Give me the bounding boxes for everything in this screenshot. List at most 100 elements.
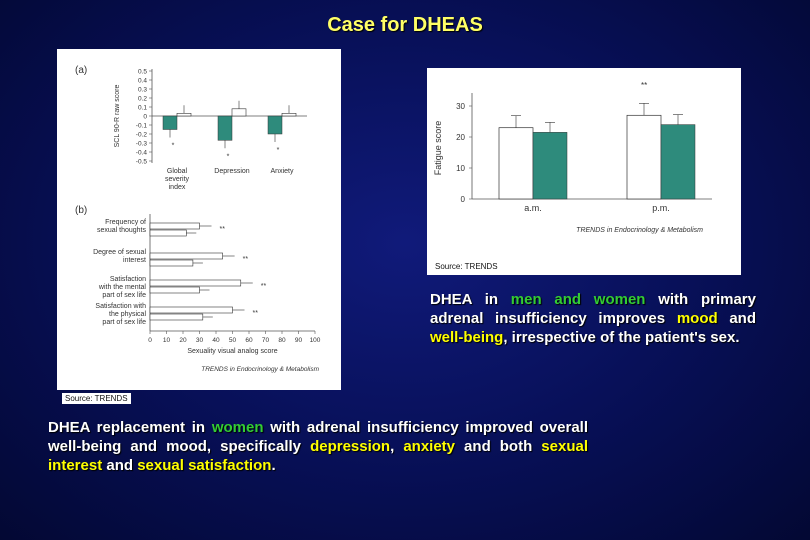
fatigue-bar-placebo <box>498 127 534 200</box>
panel-a-category-label: Depression <box>214 168 250 175</box>
highlight-men-and-women: men and women <box>510 291 646 308</box>
panel-a-category-label: severity <box>165 176 190 183</box>
fatigue-bar-placebo <box>626 114 662 200</box>
summary-paragraph-right: DHEA in men and women with primary adren… <box>430 290 756 347</box>
panel-b-x-tick-label: 50 <box>229 337 237 344</box>
right-source-label: Source: TRENDS <box>432 261 501 272</box>
right-figure-panel: 0 10 20 30 Fatigue score a.m. ** p.m. TRENDS in … <box>427 68 741 275</box>
left-source-label: Source: TRENDS <box>62 393 131 404</box>
panel-b-x-tick-label: 90 <box>295 337 303 344</box>
fatigue-score-chart: 0 10 20 30 Fatigue score a.m. ** p.m. TRENDS in … <box>433 81 712 234</box>
left-figure-panel: (a) 0.5 0.4 0.3 0.2 0.1 0 -0.1 -0.2 -0.3 -0.4 -0.5 S… <box>57 49 341 390</box>
panel-b-x-tick-label: 70 <box>262 337 270 344</box>
text-segment: and <box>102 457 138 474</box>
right-figure-credit: TRENDS in Endocrinology & Metabolism <box>576 227 703 234</box>
panel-a-y-tick-label: -0.1 <box>136 123 148 130</box>
panel-a-tag: (a) <box>75 65 87 76</box>
panel-b-bar-placebo <box>149 313 204 321</box>
panel-b-bar-placebo <box>149 229 187 237</box>
highlight-sexual-satisfaction: sexual satisfaction <box>137 457 272 474</box>
panel-b-bar-placebo <box>149 286 200 294</box>
panel-a-category-label: index <box>169 184 186 191</box>
fatigue-bar-treated <box>660 124 696 200</box>
panel-b-row-label: Satisfaction <box>110 276 146 283</box>
fatigue-y-tick-label: 30 <box>456 102 465 111</box>
panel-b-row-label: Degree of sexual <box>93 249 146 256</box>
panel-a-bar-treated <box>267 115 283 135</box>
text-segment: with primary adrenal insufficiency impro… <box>430 291 756 327</box>
text-segment: . <box>271 457 276 474</box>
slide-title: Case for DHEAS <box>327 14 483 36</box>
text-segment: and <box>717 310 756 327</box>
panel-a-bar-treated <box>162 115 178 130</box>
panel-b-row-label: with the mental <box>98 284 147 291</box>
panel-b-row-label: the physical <box>109 311 146 318</box>
panel-a-y-tick-label: 0 <box>143 114 147 121</box>
fatigue-group-label: a.m. <box>524 203 542 213</box>
fatigue-y-tick-label: 10 <box>456 164 465 173</box>
panel-b-x-tick-label: 100 <box>310 337 321 344</box>
panel-a-y-tick-label: 0.3 <box>138 87 147 94</box>
fatigue-significance: ** <box>641 81 647 90</box>
highlight-depression: depression <box>310 438 391 455</box>
text-segment: DHEA replacement in <box>48 419 212 436</box>
panel-b-bar-treated <box>149 279 242 287</box>
highlight-mood: mood <box>676 310 718 327</box>
panel-a-y-tick-label: -0.5 <box>136 159 148 166</box>
panel-b-row-label: Frequency of <box>105 219 146 226</box>
panel-b-bar-treated <box>149 252 223 260</box>
panel-a-bar-placebo <box>281 113 297 117</box>
panel-a-significance: * <box>277 147 280 154</box>
panel-b-row-label: part of sex life <box>102 319 146 326</box>
panel-b-x-tick-label: 30 <box>196 337 204 344</box>
panel-b-x-tick-label: 80 <box>278 337 286 344</box>
panel-b-x-tick-label: 10 <box>163 337 171 344</box>
panel-a-y-tick-label: 0.2 <box>138 96 147 103</box>
text-segment: and both <box>455 438 542 455</box>
panel-b-x-tick-label: 40 <box>212 337 220 344</box>
panel-b-significance: ** <box>243 256 249 263</box>
highlight-sexual-interest: sexual interest <box>48 438 588 474</box>
panel-b-significance: ** <box>261 283 267 290</box>
text-segment: , <box>390 438 404 455</box>
panel-b-row-label: part of sex life <box>102 292 146 299</box>
panel-a-bar-placebo <box>231 108 247 117</box>
panel-a-bar-placebo <box>176 113 192 117</box>
panel-b-x-axis-label: Sexuality visual analog score <box>187 348 277 355</box>
panel-a-significance: * <box>227 153 230 160</box>
panel-b-x-tick-label: 60 <box>245 337 253 344</box>
panel-b-bar-treated <box>149 306 233 314</box>
text-segment: DHEA in <box>430 291 511 308</box>
panel-b-row-label: Satisfaction with <box>95 303 146 310</box>
fatigue-bar-treated <box>532 132 568 200</box>
panel-a-y-tick-label: -0.4 <box>136 150 148 157</box>
highlight-women: women <box>211 419 264 436</box>
panel-a-significance: * <box>172 143 175 150</box>
panel-a-bar-treated <box>217 115 233 141</box>
left-figure-chart: (a) 0.5 0.4 0.3 0.2 0.1 0 -0.1 -0.2 -0.3 -0.4 -0.5 S… <box>75 65 321 373</box>
highlight-well-being: well-being <box>430 329 504 346</box>
highlight-anxiety: anxiety <box>403 438 456 455</box>
panel-a-category-label: Global <box>167 168 188 175</box>
panel-a-y-tick-label: 0.4 <box>138 78 147 85</box>
panel-a-y-tick-label: -0.2 <box>136 132 148 139</box>
panel-b-bar-placebo <box>149 259 194 267</box>
panel-a-category-label: Anxiety <box>271 168 294 175</box>
fatigue-y-tick-label: 0 <box>461 195 466 204</box>
panel-b-x-tick-label: 0 <box>148 337 152 344</box>
summary-paragraph-bottom: DHEA replacement in women with adrenal i… <box>48 418 588 475</box>
panel-a-y-tick-label: -0.3 <box>136 141 148 148</box>
panel-b-x-tick-label: 20 <box>179 337 187 344</box>
text-segment: , irrespective of the patient's sex. <box>503 329 740 346</box>
fatigue-y-tick-label: 20 <box>456 133 465 142</box>
fatigue-group-label: p.m. <box>652 203 670 213</box>
panel-a-y-tick-label: 0.1 <box>138 105 147 112</box>
panel-b-significance: ** <box>220 226 226 233</box>
panel-b-tag: (b) <box>75 205 87 216</box>
panel-b-bar-treated <box>149 222 200 230</box>
panel-a-y-axis-label: SCL 90-R raw score <box>114 85 121 148</box>
text-segment: with adrenal insufficiency improved over… <box>48 419 588 455</box>
panel-b-row-label: interest <box>123 257 146 264</box>
left-figure-credit: TRENDS in Endocrinology & Metabolism <box>201 366 319 373</box>
panel-b-row-label: sexual thoughts <box>97 227 147 234</box>
